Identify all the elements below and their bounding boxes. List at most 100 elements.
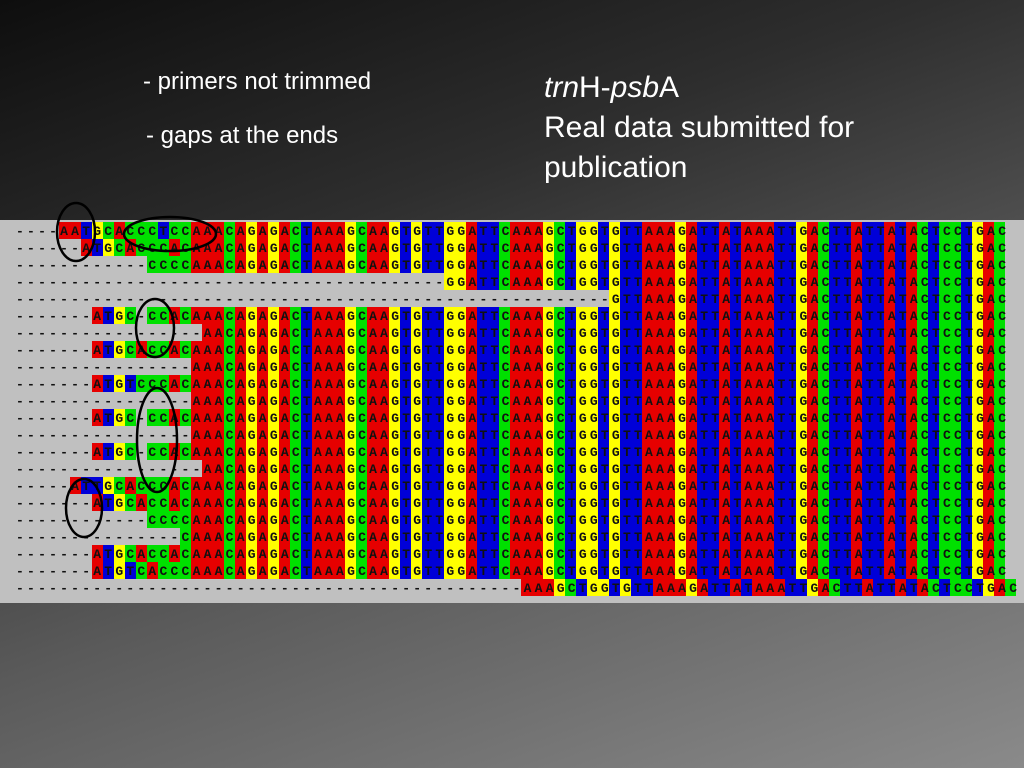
- base-cell: [180, 494, 191, 511]
- base-cell: [983, 409, 994, 426]
- base-cell: [983, 358, 994, 375]
- base-cell: [851, 477, 862, 494]
- base-cell: [510, 256, 521, 273]
- base-cell: [532, 273, 543, 290]
- base-cell: [543, 273, 554, 290]
- base-cell: [653, 545, 664, 562]
- base-cell: [202, 222, 213, 239]
- base-cell: [664, 239, 675, 256]
- base-cell: [301, 562, 312, 579]
- base-cell: [774, 273, 785, 290]
- base-cell: [125, 562, 136, 579]
- base-cell: [664, 375, 675, 392]
- base-cell: [994, 579, 1005, 596]
- base-cell: [785, 426, 796, 443]
- base-cell: [345, 222, 356, 239]
- base-cell: [840, 324, 851, 341]
- base-cell: [620, 222, 631, 239]
- base-cell: [191, 511, 202, 528]
- base-cell: [785, 239, 796, 256]
- base-cell: [895, 256, 906, 273]
- base-cell: [675, 409, 686, 426]
- base-cell: [697, 579, 708, 596]
- base-cell: [884, 443, 895, 460]
- base-cell: [609, 460, 620, 477]
- base-cell: [851, 392, 862, 409]
- base-cell: [356, 341, 367, 358]
- base-cell: [180, 239, 191, 256]
- base-cell: [488, 307, 499, 324]
- base-cell: [884, 511, 895, 528]
- base-cell: [994, 239, 1005, 256]
- base-cell: [334, 528, 345, 545]
- base-cell: [169, 256, 180, 273]
- base-cell: [257, 392, 268, 409]
- base-cell: [719, 443, 730, 460]
- base-cell: [862, 290, 873, 307]
- base-cell: [862, 579, 873, 596]
- base-cell: [620, 256, 631, 273]
- base-cell: [796, 460, 807, 477]
- base-cell: [741, 256, 752, 273]
- base-cell: [840, 256, 851, 273]
- base-cell: [609, 494, 620, 511]
- base-cell: [620, 511, 631, 528]
- base-cell: [884, 358, 895, 375]
- base-cell: [400, 324, 411, 341]
- base-cell: [939, 562, 950, 579]
- base-cell: [125, 494, 136, 511]
- base-cell: [851, 239, 862, 256]
- base-cell: [323, 443, 334, 460]
- base-cell: [455, 443, 466, 460]
- base-cell: [851, 426, 862, 443]
- base-cell: [367, 375, 378, 392]
- base-cell: [268, 341, 279, 358]
- base-cell: [378, 358, 389, 375]
- base-cell: [411, 307, 422, 324]
- base-cell: [356, 222, 367, 239]
- base-cell: [378, 324, 389, 341]
- base-cell: [411, 222, 422, 239]
- base-cell: [136, 375, 147, 392]
- base-cell: [532, 341, 543, 358]
- base-cell: [367, 460, 378, 477]
- base-cell: [224, 409, 235, 426]
- base-cell: [378, 562, 389, 579]
- base-cell: [323, 307, 334, 324]
- base-cell: [686, 239, 697, 256]
- base-cell: [169, 562, 180, 579]
- base-cell: [829, 562, 840, 579]
- base-cell: [730, 494, 741, 511]
- base-cell: [378, 528, 389, 545]
- base-cell: [708, 307, 719, 324]
- base-cell: [202, 426, 213, 443]
- base-cell: [664, 443, 675, 460]
- base-cell: [928, 307, 939, 324]
- base-cell: [499, 222, 510, 239]
- base-cell: [367, 256, 378, 273]
- base-cell: [609, 341, 620, 358]
- base-cell: [752, 222, 763, 239]
- base-cell: [543, 494, 554, 511]
- base-cell: [719, 290, 730, 307]
- base-cell: [114, 409, 125, 426]
- base-cell: [697, 222, 708, 239]
- base-cell: [202, 358, 213, 375]
- base-cell: [774, 511, 785, 528]
- base-cell: [785, 392, 796, 409]
- base-cell: [873, 307, 884, 324]
- base-cell: [400, 409, 411, 426]
- base-cell: [202, 307, 213, 324]
- base-cell: [334, 494, 345, 511]
- base-cell: [730, 409, 741, 426]
- base-cell: [675, 222, 686, 239]
- base-cell: [444, 409, 455, 426]
- base-cell: [774, 443, 785, 460]
- base-cell: [455, 324, 466, 341]
- base-cell: [532, 239, 543, 256]
- base-cell: [917, 290, 928, 307]
- base-cell: [400, 545, 411, 562]
- base-cell: [598, 307, 609, 324]
- base-cell: [796, 239, 807, 256]
- base-cell: [664, 290, 675, 307]
